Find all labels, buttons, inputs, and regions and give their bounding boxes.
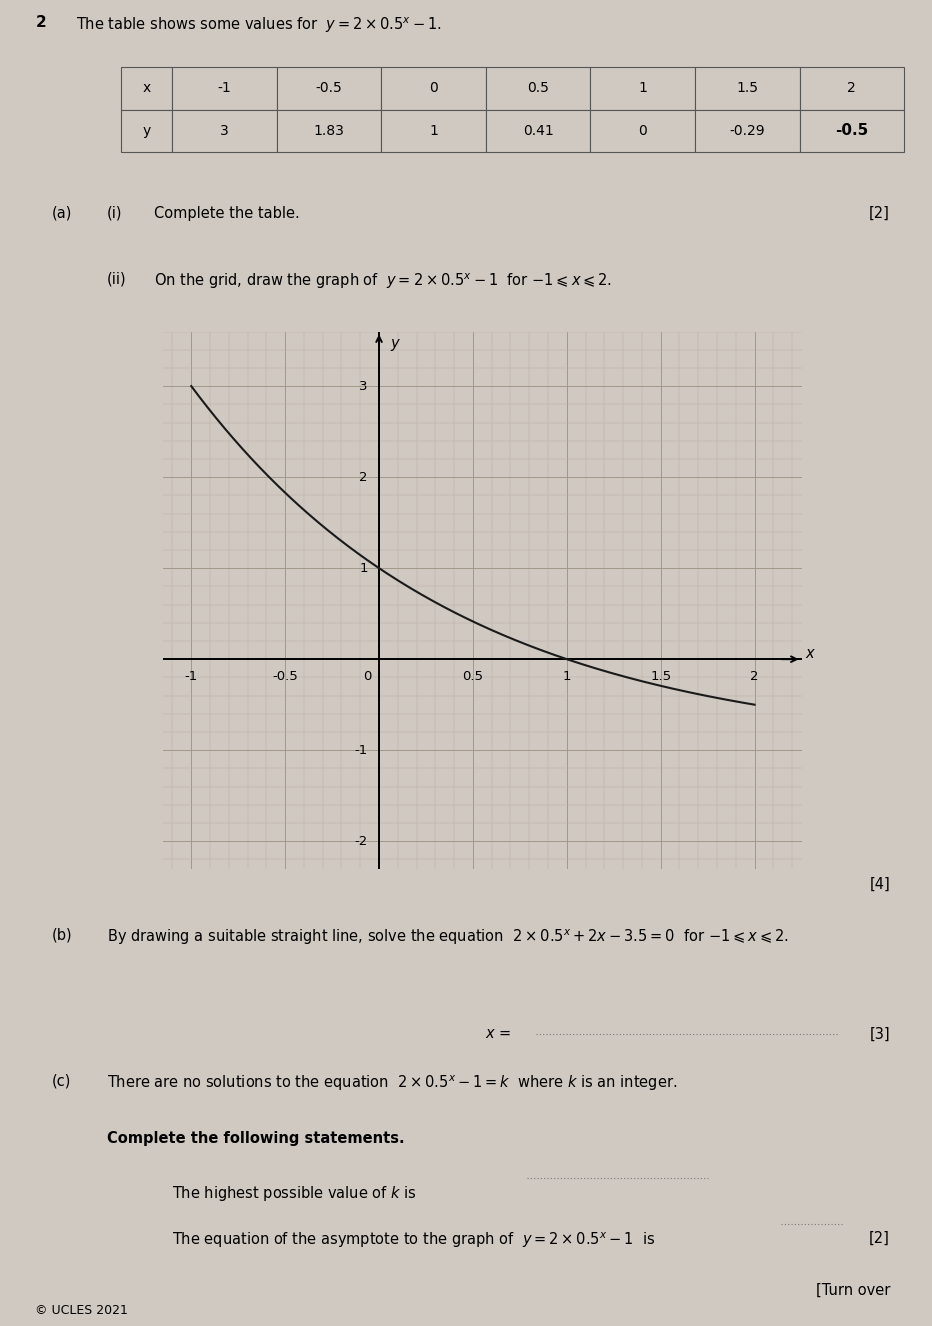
Text: [2]: [2] xyxy=(870,206,890,220)
FancyBboxPatch shape xyxy=(800,110,904,152)
Text: $x$ =: $x$ = xyxy=(485,1026,513,1041)
Text: 1: 1 xyxy=(563,670,571,683)
Text: 1: 1 xyxy=(430,123,438,138)
Text: -0.29: -0.29 xyxy=(730,123,765,138)
FancyBboxPatch shape xyxy=(591,110,695,152)
FancyBboxPatch shape xyxy=(277,110,381,152)
FancyBboxPatch shape xyxy=(277,68,381,110)
Text: [2]: [2] xyxy=(870,1231,890,1246)
Text: [3]: [3] xyxy=(870,1026,890,1041)
Text: -1: -1 xyxy=(218,81,231,95)
Text: (b): (b) xyxy=(51,927,72,943)
Text: 2: 2 xyxy=(35,16,47,30)
Text: 2: 2 xyxy=(750,670,759,683)
FancyBboxPatch shape xyxy=(486,68,591,110)
Text: -1: -1 xyxy=(354,744,368,757)
Text: -0.5: -0.5 xyxy=(835,123,869,138)
Text: 2: 2 xyxy=(359,471,368,484)
Text: The table shows some values for  $y = 2 \times 0.5^x - 1$.: The table shows some values for $y = 2 \… xyxy=(76,16,443,34)
Text: y: y xyxy=(391,335,399,351)
FancyBboxPatch shape xyxy=(486,110,591,152)
Text: (ii): (ii) xyxy=(107,272,127,286)
Text: On the grid, draw the graph of  $y = 2 \times 0.5^x - 1$  for $-1 \leqslant x \l: On the grid, draw the graph of $y = 2 \t… xyxy=(154,272,611,292)
Text: -2: -2 xyxy=(354,835,368,847)
Text: 0: 0 xyxy=(363,670,372,683)
Text: 1.83: 1.83 xyxy=(314,123,345,138)
Text: [Turn over: [Turn over xyxy=(816,1284,890,1298)
Text: [4]: [4] xyxy=(870,878,890,892)
Text: 0.5: 0.5 xyxy=(462,670,484,683)
FancyBboxPatch shape xyxy=(381,110,486,152)
FancyBboxPatch shape xyxy=(121,68,172,110)
Text: 3: 3 xyxy=(359,379,368,392)
FancyBboxPatch shape xyxy=(800,68,904,110)
Text: © UCLES 2021: © UCLES 2021 xyxy=(35,1305,129,1318)
Text: -0.5: -0.5 xyxy=(272,670,298,683)
Text: -0.5: -0.5 xyxy=(316,81,343,95)
FancyBboxPatch shape xyxy=(591,68,695,110)
Text: Complete the table.: Complete the table. xyxy=(154,206,299,220)
FancyBboxPatch shape xyxy=(695,110,800,152)
Text: The highest possible value of $k$ is: The highest possible value of $k$ is xyxy=(172,1184,418,1203)
Text: 1.5: 1.5 xyxy=(651,670,671,683)
Text: (c): (c) xyxy=(51,1074,71,1089)
Text: 1.5: 1.5 xyxy=(736,81,759,95)
Text: 0: 0 xyxy=(430,81,438,95)
Text: x: x xyxy=(143,81,151,95)
Text: The equation of the asymptote to the graph of  $y = 2 \times 0.5^x - 1$  is: The equation of the asymptote to the gra… xyxy=(172,1231,656,1250)
Text: 0.41: 0.41 xyxy=(523,123,554,138)
FancyBboxPatch shape xyxy=(121,110,172,152)
FancyBboxPatch shape xyxy=(172,110,277,152)
Text: 2: 2 xyxy=(847,81,857,95)
Text: -1: -1 xyxy=(185,670,198,683)
Text: 0.5: 0.5 xyxy=(528,81,549,95)
Text: (a): (a) xyxy=(51,206,72,220)
Text: (i): (i) xyxy=(107,206,123,220)
Text: 1: 1 xyxy=(359,562,368,574)
Text: 0: 0 xyxy=(638,123,647,138)
FancyBboxPatch shape xyxy=(172,68,277,110)
Text: x: x xyxy=(805,646,814,662)
Text: Complete the following statements.: Complete the following statements. xyxy=(107,1131,404,1146)
FancyBboxPatch shape xyxy=(695,68,800,110)
FancyBboxPatch shape xyxy=(381,68,486,110)
Text: There are no solutions to the equation  $2 \times 0.5^x - 1 = k$  where $k$ is a: There are no solutions to the equation $… xyxy=(107,1074,678,1094)
Text: By drawing a suitable straight line, solve the equation  $2 \times 0.5^x + 2x - : By drawing a suitable straight line, sol… xyxy=(107,927,788,947)
Text: y: y xyxy=(143,123,151,138)
Text: 1: 1 xyxy=(638,81,647,95)
Text: 3: 3 xyxy=(220,123,229,138)
